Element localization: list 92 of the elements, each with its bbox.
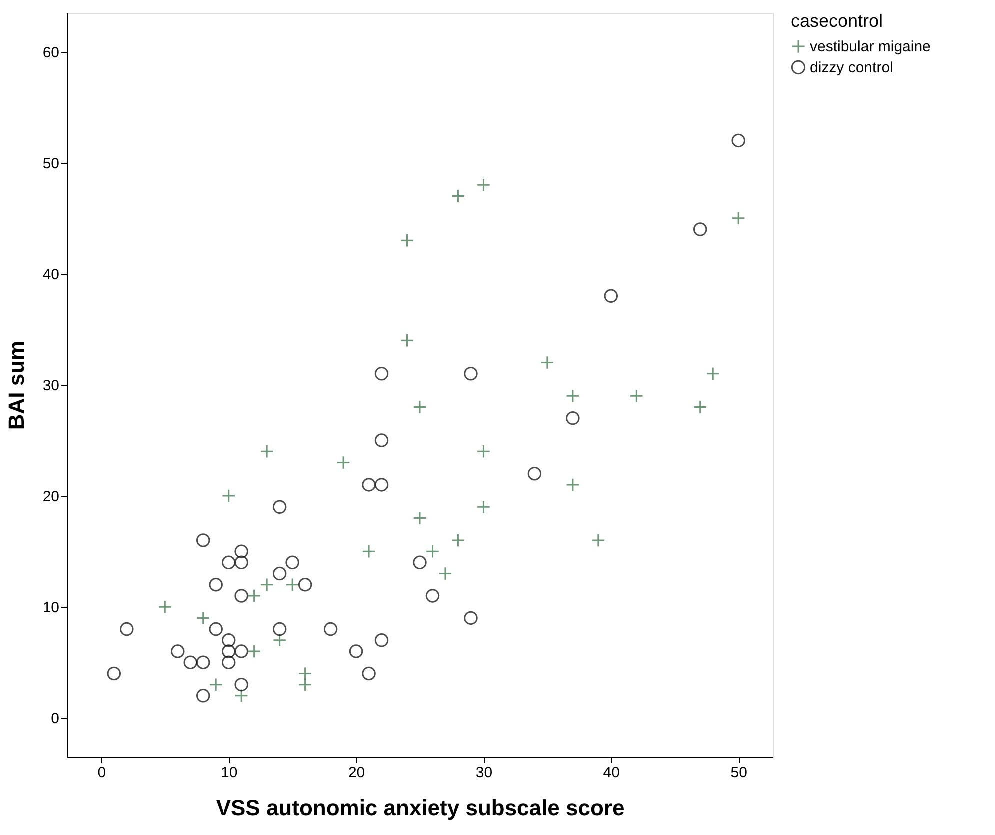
point [222,656,236,670]
point [286,556,300,570]
point [184,656,198,670]
point [196,534,210,548]
point [336,456,350,470]
point [566,411,580,426]
y-tick-label: 50 [42,155,60,172]
point [451,189,466,204]
point [476,444,491,458]
point [234,544,248,558]
y-tick-label: 60 [42,44,60,62]
point [374,634,389,648]
point [196,611,210,626]
point [693,400,708,414]
point [693,222,708,236]
point [706,367,720,381]
point [272,500,287,514]
point [566,389,580,403]
point [222,644,236,658]
legend-label: vestibular migaine [810,38,931,56]
point [540,356,554,370]
point [464,611,478,626]
point [196,689,210,703]
point [209,678,223,692]
point [374,434,389,448]
y-tick-label: 40 [42,266,60,284]
legend-label: dizzy control [810,60,894,76]
point [260,444,274,458]
point [362,666,376,681]
point [362,478,376,492]
point [222,556,236,570]
point [476,178,491,192]
point [247,644,262,658]
point [349,644,364,658]
y-axis-title: BAI sum [4,340,29,430]
point [592,534,606,548]
point [222,634,236,648]
x-tick-label: 0 [98,764,106,782]
point [158,600,172,614]
x-tick-label: 20 [348,764,366,782]
point [732,134,746,148]
point [196,656,210,670]
point [413,556,427,570]
point [170,644,185,658]
point [413,400,427,414]
point [286,578,300,592]
y-tick-label: 0 [51,710,60,728]
x-tick-label: 30 [476,764,493,782]
point [298,666,312,681]
point [234,556,248,570]
y-tick-label: 10 [42,600,60,617]
x-tick-label: 50 [730,764,748,782]
point [413,511,427,526]
y-tick-label: 30 [42,378,60,394]
point [247,589,262,603]
point [451,534,466,548]
point [272,566,287,581]
point [566,478,580,492]
x-axis-title: VSS autonomic anxiety subscale score [216,796,625,820]
point [374,478,389,492]
point [476,500,491,514]
point [272,634,287,648]
point [426,589,440,603]
point [260,578,274,592]
point [298,578,312,592]
point [438,566,452,581]
point [374,367,389,381]
point [324,622,338,636]
point [222,489,236,503]
point [298,678,312,692]
y-tick-label: 20 [42,488,60,506]
point [209,622,223,636]
point [362,544,376,558]
point [272,622,287,636]
point [209,578,223,592]
point [120,622,134,636]
point [630,389,644,403]
point [426,544,440,558]
point [732,212,746,226]
point [400,234,414,248]
point [528,466,542,481]
point [400,334,414,348]
point [604,289,618,304]
point [234,589,248,603]
x-tick-label: 40 [603,764,620,782]
point [234,678,248,692]
point [464,367,478,381]
point [107,666,122,681]
point [234,689,248,703]
x-tick-label: 10 [221,764,238,782]
point [234,644,248,658]
legend-title: casecontrol [791,11,884,31]
